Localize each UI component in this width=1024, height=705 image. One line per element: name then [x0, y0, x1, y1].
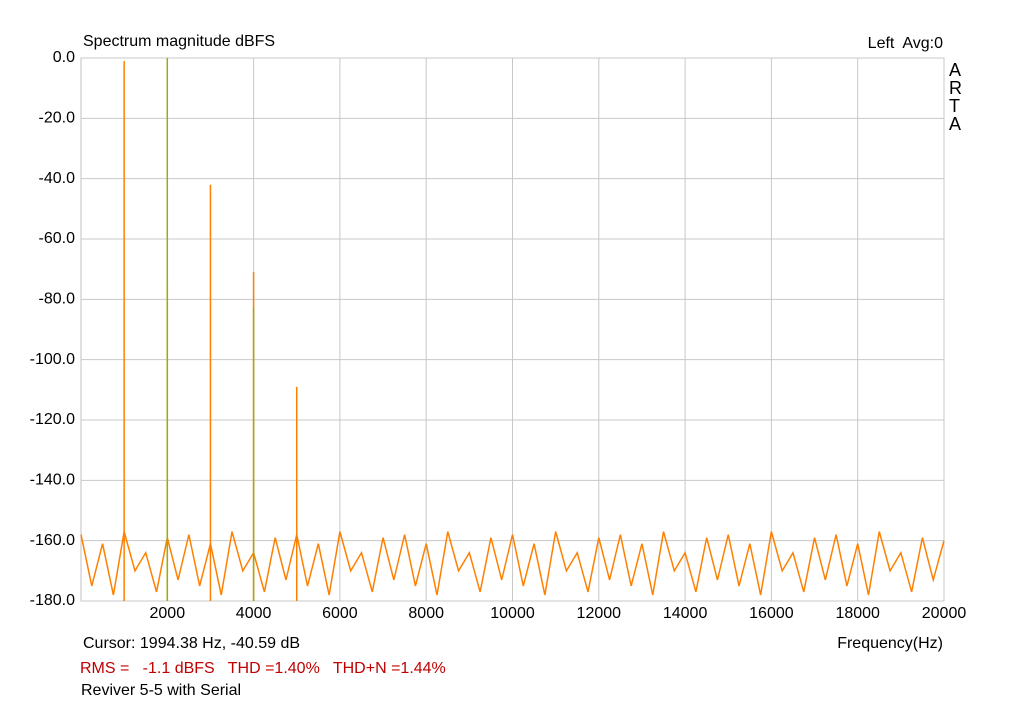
- chart-title: Spectrum magnitude dBFS: [83, 33, 276, 50]
- y-tick-label: -160.0: [30, 532, 75, 549]
- y-tick-label: -40.0: [39, 170, 76, 187]
- x-tick-label: 2000: [150, 605, 186, 622]
- x-tick-label: 8000: [408, 605, 444, 622]
- x-tick-label: 16000: [749, 605, 794, 622]
- x-tick-label: 14000: [663, 605, 708, 622]
- brand: ARTA: [949, 60, 962, 134]
- cursor-readout: Cursor: 1994.38 Hz, -40.59 dB: [83, 635, 301, 652]
- y-tick-label: -20.0: [39, 110, 76, 127]
- y-tick-label: 0.0: [53, 49, 75, 66]
- note: Reviver 5-5 with Serial: [81, 682, 242, 699]
- x-tick-label: 18000: [835, 605, 880, 622]
- y-tick-label: -140.0: [30, 472, 75, 489]
- x-tick-label: 6000: [322, 605, 358, 622]
- y-tick-label: -80.0: [39, 291, 76, 308]
- y-tick-label: -120.0: [30, 411, 75, 428]
- x-axis-label: Frequency(Hz): [837, 635, 943, 652]
- channel-label: Left Avg:0: [867, 35, 943, 52]
- y-tick-label: -180.0: [30, 592, 75, 609]
- y-tick-label: -60.0: [39, 230, 76, 247]
- noise-floor-line: [80, 531, 945, 596]
- x-tick-label: 20000: [922, 605, 967, 622]
- x-tick-label: 10000: [490, 605, 535, 622]
- x-tick-label: 12000: [577, 605, 622, 622]
- y-tick-label: -100.0: [30, 351, 75, 368]
- x-tick-label: 4000: [236, 605, 272, 622]
- distortion-stats: RMS = -1.1 dBFS THD =1.40% THD+N =1.44%: [80, 660, 446, 677]
